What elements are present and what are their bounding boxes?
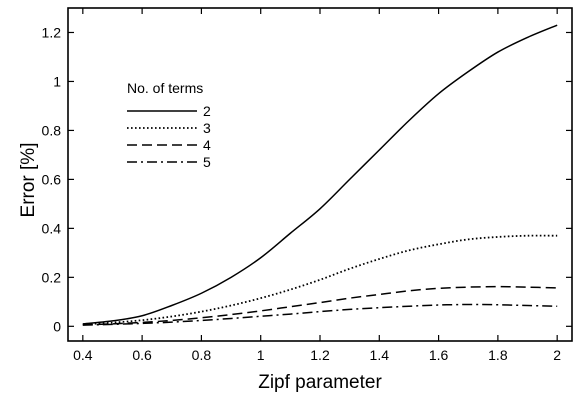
legend-title: No. of terms (127, 80, 203, 96)
y-axis-label: Error [%] (18, 143, 39, 218)
x-tick-label: 0.6 (132, 347, 152, 363)
y-tick-label: 0.6 (42, 171, 62, 187)
series-line-4 (82, 285, 558, 326)
x-tick-label: 1.4 (370, 347, 390, 363)
legend-label-2: 2 (203, 103, 211, 119)
x-tick-label: 0.4 (73, 347, 93, 363)
y-tick-label: 0.8 (42, 122, 62, 138)
x-tick-label: 2 (553, 347, 561, 363)
x-tick-label: 1.8 (488, 347, 508, 363)
y-tick-label: 0.2 (42, 269, 62, 285)
x-tick-label: 1.6 (429, 347, 449, 363)
series-line-5 (82, 303, 558, 326)
x-tick-label: 1.2 (310, 347, 330, 363)
y-tick-label: 1.2 (42, 24, 62, 40)
x-tick-label: 0.8 (192, 347, 212, 363)
y-tick-label: 0.4 (42, 220, 62, 236)
y-tick-label: 1 (53, 73, 61, 89)
legend-label-4: 4 (203, 137, 211, 153)
series-line-3 (82, 234, 558, 326)
x-tick-label: 1 (257, 347, 265, 363)
y-tick-label: 0 (53, 318, 61, 334)
legend-label-3: 3 (203, 120, 211, 136)
legend-label-5: 5 (203, 154, 211, 170)
series-line-2 (82, 24, 558, 325)
x-axis-label: Zipf parameter (258, 372, 382, 393)
